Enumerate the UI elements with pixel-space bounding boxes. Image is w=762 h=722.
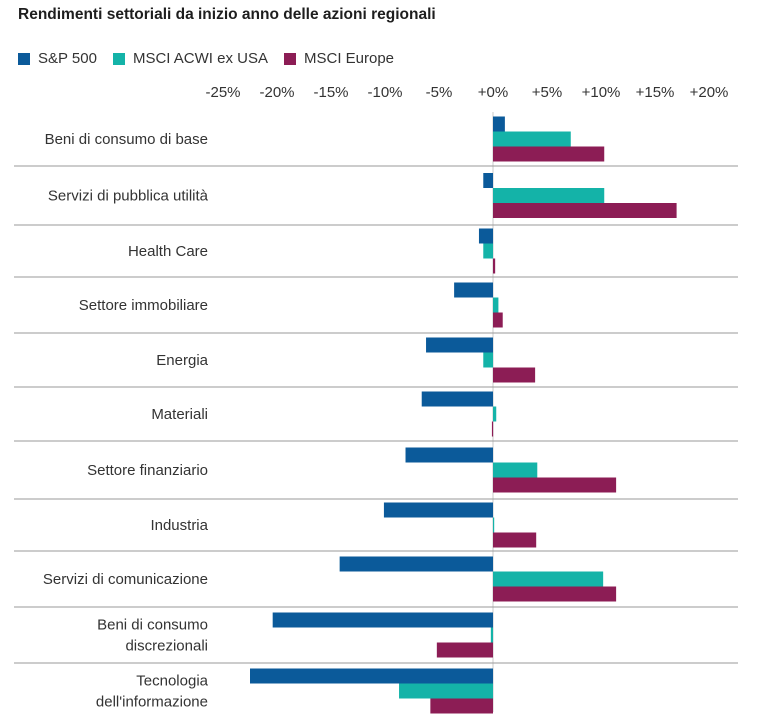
bar-sp500: [250, 668, 493, 684]
bar-europe: [493, 258, 496, 274]
category-label: Tecnologia: [136, 673, 208, 690]
category-label: Beni di consumo: [97, 617, 208, 634]
bar-acwi: [483, 352, 493, 368]
bar-europe: [436, 642, 493, 658]
bar-europe: [493, 477, 617, 493]
category-label: Settore finanziario: [87, 462, 208, 479]
legend-item-acwi: MSCI ACWI ex USA: [112, 50, 268, 67]
x-tick-label: +5%: [532, 84, 562, 101]
bar-acwi: [493, 406, 497, 422]
bar-sp500: [483, 173, 493, 188]
category-label: Servizi di pubblica utilità: [48, 188, 209, 205]
x-tick-label: -15%: [313, 84, 348, 101]
category-label: Servizi di comunicazione: [43, 571, 208, 588]
bar-sp500: [454, 282, 493, 298]
x-tick-label: +15%: [636, 84, 675, 101]
legend-swatch-europe: [283, 52, 296, 65]
bar-sp500: [405, 447, 493, 463]
bar-acwi: [493, 131, 571, 147]
legend-label-europe: MSCI Europe: [303, 50, 395, 67]
bar-europe: [493, 312, 503, 328]
bar-acwi: [493, 297, 499, 313]
category-label: Health Care: [128, 243, 208, 260]
x-tick-label: +0%: [478, 84, 508, 101]
bar-acwi: [490, 627, 493, 643]
category-label: discrezionali: [125, 638, 208, 655]
x-tick-label: -10%: [367, 84, 402, 101]
legend-label-acwi: MSCI ACWI ex USA: [132, 50, 268, 67]
bar-acwi: [483, 243, 493, 259]
bar-europe: [493, 586, 617, 602]
x-tick-label: +20%: [690, 84, 729, 101]
category-label: Industria: [150, 517, 208, 534]
category-label: Beni di consumo di base: [45, 131, 208, 148]
bar-europe: [493, 203, 677, 218]
bar-acwi: [493, 517, 495, 533]
legend-label-sp500: S&P 500: [38, 50, 97, 67]
bar-sp500: [339, 556, 493, 572]
x-tick-label: -20%: [259, 84, 294, 101]
legend-item-sp500: S&P 500: [18, 50, 97, 67]
legend: S&P 500 MSCI ACWI ex USA MSCI Europe: [18, 50, 410, 67]
x-tick-label: -25%: [205, 84, 240, 101]
bar-sp500: [493, 116, 505, 132]
legend-item-europe: MSCI Europe: [283, 50, 395, 67]
category-label: Materiali: [151, 406, 208, 423]
category-label: Settore immobiliare: [79, 297, 208, 314]
category-label: Energia: [156, 352, 208, 369]
bar-sp500: [383, 502, 493, 518]
bar-acwi: [493, 571, 604, 587]
bar-sp500: [478, 228, 493, 244]
bar-sp500: [272, 612, 493, 628]
bar-acwi: [399, 683, 493, 699]
bar-acwi: [493, 188, 605, 203]
x-tick-label: +10%: [582, 84, 621, 101]
category-label: dell'informazione: [96, 694, 208, 711]
bar-europe: [491, 421, 494, 437]
bar-europe: [493, 532, 537, 548]
legend-swatch-acwi: [112, 52, 125, 65]
chart-title: Rendimenti settoriali da inizio anno del…: [18, 6, 436, 23]
bar-acwi: [493, 462, 538, 478]
legend-swatch-sp500: [18, 52, 30, 65]
bar-sp500: [421, 391, 493, 407]
bar-sp500: [426, 337, 493, 353]
x-tick-label: -5%: [426, 84, 453, 101]
bar-europe: [493, 367, 536, 383]
bar-europe: [493, 146, 605, 162]
bar-europe: [430, 698, 493, 714]
